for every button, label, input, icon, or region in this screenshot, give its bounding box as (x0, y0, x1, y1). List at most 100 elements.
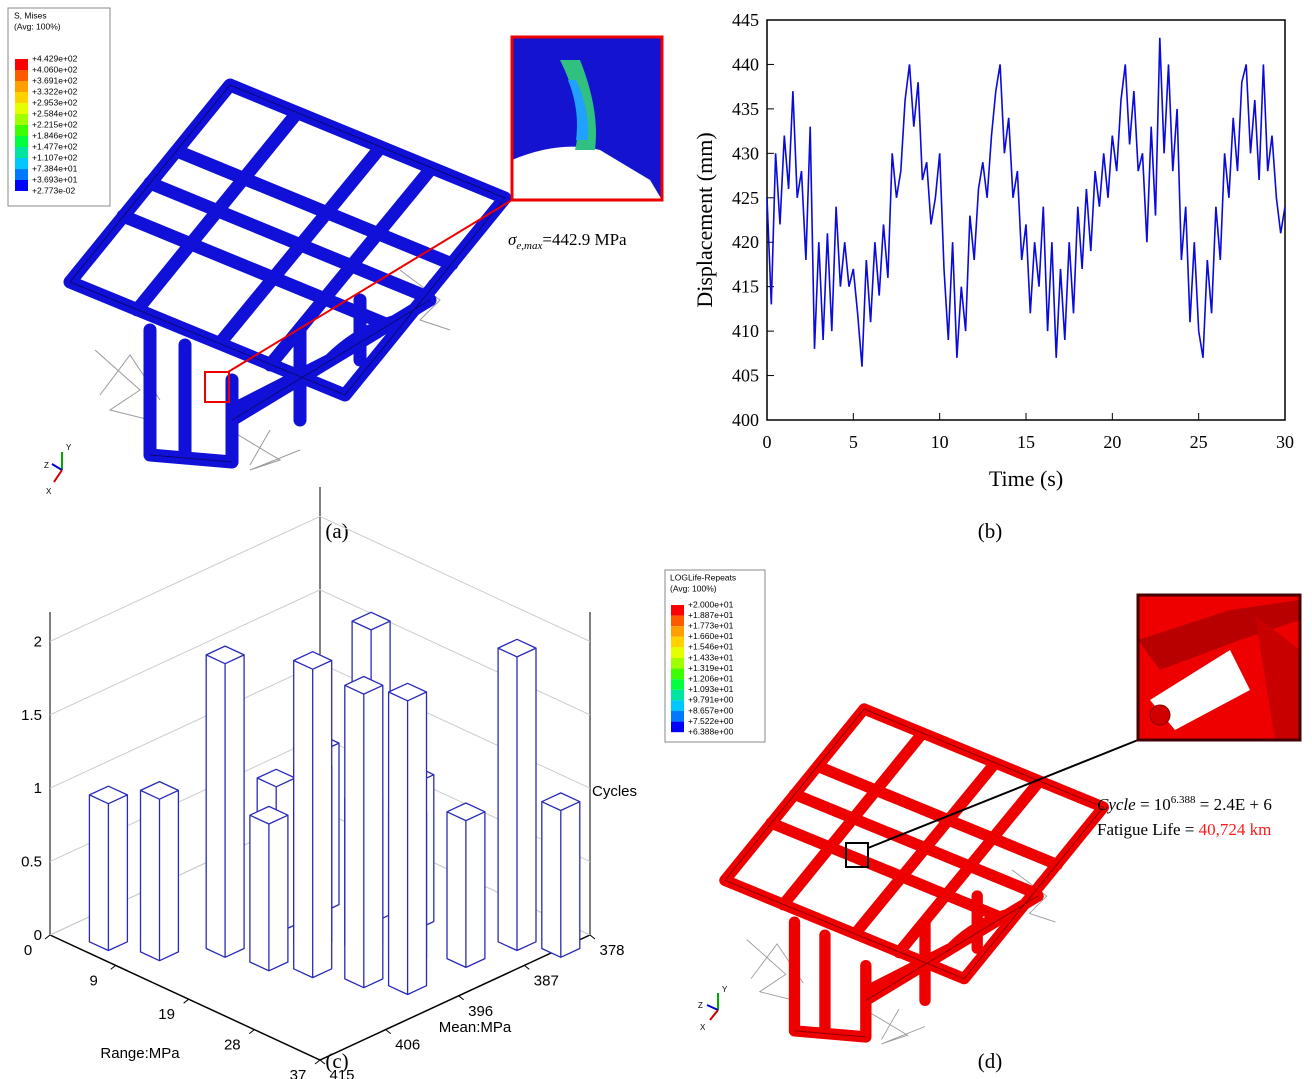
y-tick-label: 445 (732, 10, 759, 30)
legend-label: +7.522e+00 (688, 716, 734, 726)
legend-swatch (15, 81, 28, 92)
legend-label: +9.791e+00 (688, 695, 734, 705)
caption: (b) (978, 519, 1003, 543)
line-series (767, 38, 1285, 367)
x-axis-label: Range:MPa (100, 1045, 180, 1062)
y-tick (386, 1030, 391, 1034)
triad-label: Y (722, 985, 728, 994)
legend-swatch (15, 158, 28, 169)
bar (206, 646, 244, 957)
legend-swatch (671, 616, 684, 627)
legend-title: S, Mises (14, 10, 47, 20)
legend-swatch (15, 70, 28, 81)
legend-label: +2.584e+02 (32, 108, 78, 118)
caption: (d) (978, 1049, 1003, 1073)
bar (89, 786, 127, 950)
legend-swatch (15, 59, 28, 70)
legend-swatch (15, 180, 28, 191)
inset (1138, 595, 1300, 740)
z-tick-label: 2 (34, 633, 42, 650)
triad-label: Y (66, 443, 72, 452)
life-label: Fatigue Life = (1097, 820, 1199, 839)
x-tick-label: 19 (158, 1006, 175, 1023)
legend-label: +1.846e+02 (32, 130, 78, 140)
legend: +4.429e+02+4.060e+02+3.691e+02+3.322e+02… (15, 53, 78, 195)
annotation-subscript: e,max (516, 240, 542, 252)
legend-label: +1.887e+01 (688, 610, 734, 620)
legend-label: +1.660e+01 (688, 631, 734, 641)
triad-label: Z (44, 461, 49, 470)
y-tick-label: 400 (732, 410, 759, 430)
y-tick-label: 440 (732, 54, 759, 74)
zoom-marker (205, 372, 229, 402)
legend-label: +4.429e+02 (32, 53, 78, 63)
bar (141, 782, 179, 961)
legend-label: +7.384e+01 (32, 163, 78, 173)
legend-subtitle: (Avg: 100%) (14, 21, 61, 31)
cycle-rest: = 2.4E + 6 (1196, 795, 1272, 814)
legend-label: +3.322e+02 (32, 86, 78, 96)
y-tick (320, 1060, 325, 1064)
y-tick-label: 415 (329, 1067, 354, 1079)
legend-label: +1.206e+01 (688, 673, 734, 683)
x-tick-label: 0 (763, 432, 772, 452)
legend-swatch (671, 722, 684, 733)
legend-swatch (15, 169, 28, 180)
annotation: σe,max=442.9 MPa (508, 230, 627, 252)
legend-swatch (671, 637, 684, 648)
inset (512, 37, 662, 200)
legend-label: +1.107e+02 (32, 152, 78, 162)
z-tick-label: 1.5 (21, 707, 42, 724)
legend-swatch (15, 125, 28, 136)
legend-swatch (15, 103, 28, 114)
bar (498, 639, 536, 950)
x-tick-label: 28 (224, 1037, 241, 1054)
y-axis-label: Displacement (mm) (692, 132, 717, 307)
legend-label: +3.691e+02 (32, 75, 78, 85)
legend-label: +2.953e+02 (32, 97, 78, 107)
legend-label: +1.546e+01 (688, 642, 734, 652)
legend-label: +1.093e+01 (688, 684, 734, 694)
legend-label: +1.773e+01 (688, 620, 734, 630)
legend-swatch (671, 669, 684, 680)
y-tick (524, 965, 529, 969)
legend-label: +2.773e-02 (32, 185, 76, 195)
annotation: Cycle = 106.388 = 2.4E + 6 (1097, 794, 1272, 814)
legend-swatch (671, 700, 684, 711)
legend-swatch (671, 690, 684, 701)
legend-swatch (671, 605, 684, 616)
y-tick-label: 435 (732, 99, 759, 119)
legend-swatch (15, 147, 28, 158)
bar (345, 677, 383, 988)
legend-swatch (15, 92, 28, 103)
x-tick (45, 935, 50, 939)
x-tick-label: 25 (1190, 432, 1208, 452)
legend: +2.000e+01+1.887e+01+1.773e+01+1.660e+01… (671, 599, 734, 736)
y-tick-label: 396 (468, 1003, 493, 1020)
z-tick-label: 0.5 (21, 854, 42, 871)
figure: S, Mises (Avg: 100%) +4.429e+02+4.060e+0… (0, 0, 1312, 1079)
legend-subtitle: (Avg: 100%) (670, 583, 717, 593)
bar (250, 806, 288, 970)
legend-swatch (671, 658, 684, 669)
legend-swatch (671, 711, 684, 722)
x-tick-label: 9 (90, 972, 98, 989)
legend-label: +1.319e+01 (688, 663, 734, 673)
legend-label: +2.000e+01 (688, 599, 734, 609)
cycle-exp: 6.388 (1171, 794, 1196, 806)
life-value: 40,724 km (1199, 820, 1272, 839)
annotation-value: =442.9 MPa (542, 230, 627, 249)
x-tick-label: 5 (849, 432, 858, 452)
triad-label: Z (698, 1001, 703, 1010)
cycle-eq: = 10 (1136, 795, 1171, 814)
legend-title: LOGLife-Repeats (670, 572, 736, 582)
y-tick-label: 415 (732, 277, 759, 297)
frame-model (725, 709, 1103, 1044)
y-tick-label: 378 (599, 942, 624, 959)
cycle-label: Cycle (1097, 795, 1136, 814)
z-tick-label: 1 (34, 780, 42, 797)
caption: (a) (325, 519, 348, 543)
triad-label: X (700, 1023, 706, 1032)
triad: Y Z X (698, 985, 728, 1032)
bar (294, 652, 332, 978)
